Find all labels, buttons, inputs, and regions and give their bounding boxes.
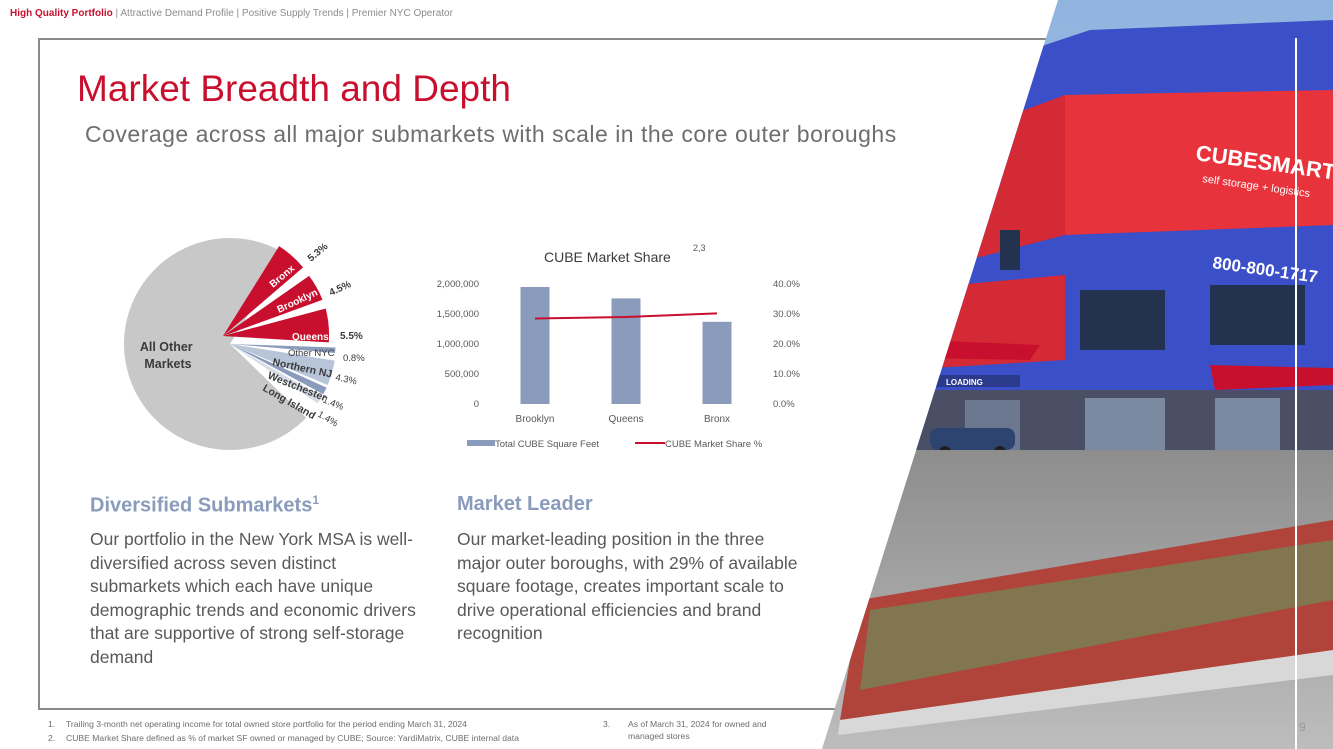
- y-right-tick-3: 30.0%: [773, 309, 800, 320]
- pie-value-northern-nj: 4.3%: [334, 372, 358, 387]
- pie-value-bronx: 5.3%: [306, 241, 331, 264]
- y-left-tick-4: 2,000,000: [437, 279, 479, 290]
- nav-active-section: High Quality Portfolio: [10, 8, 113, 19]
- y-left-tick-3: 1,500,000: [437, 309, 479, 320]
- bar-brooklyn: [520, 287, 550, 404]
- x-tick-brooklyn: Brooklyn: [516, 414, 555, 425]
- pie-value-queens: 5.5%: [340, 331, 363, 342]
- x-tick-queens: Queens: [608, 414, 643, 425]
- y-right-tick-1: 10.0%: [773, 369, 800, 380]
- bar-bronx: [702, 321, 732, 404]
- pie-label-queens: Queens: [292, 332, 329, 343]
- footnote-3: 3. As of March 31, 2024 for owned and man…: [603, 719, 803, 742]
- footnote-3-text: As of March 31, 2024 for owned and manag…: [628, 719, 767, 741]
- legend-label-line: CUBE Market Share %: [665, 439, 763, 450]
- pie-value-long-island: 1.4%: [316, 409, 341, 430]
- y-right-tick-4: 40.0%: [773, 279, 800, 290]
- page-title: Market Breadth and Depth: [77, 68, 511, 109]
- footnote-3-num: 3.: [603, 719, 611, 729]
- chart-title: CUBE Market Share: [544, 249, 671, 265]
- pie-label-other-nyc: Other NYC: [288, 348, 335, 359]
- pie-slice-other-nyc: [230, 344, 336, 353]
- y-left-tick-2: 1,000,000: [437, 339, 479, 350]
- footnote-1-num: 1.: [48, 719, 56, 729]
- chart-title-superscript: 2,3: [693, 243, 706, 253]
- footnote-2-num: 2.: [48, 733, 56, 743]
- legend-label-bars: Total CUBE Square Feet: [495, 439, 599, 450]
- chart-legend: Total CUBE Square Feet CUBE Market Share…: [467, 439, 763, 450]
- page-subtitle: Coverage across all major submarkets wit…: [85, 121, 897, 147]
- pie-slice-northern-nj: [230, 344, 335, 385]
- section-nav: High Quality Portfolio | Attractive Dema…: [10, 8, 453, 19]
- pie-center-line-2: Markets: [144, 357, 191, 371]
- pie-slice-westchester: [230, 344, 327, 395]
- footnote-1: 1. Trailing 3-month net operating income …: [48, 719, 608, 731]
- market-share-chart: CUBE Market Share 2,3 0 500,000 1,000,00…: [437, 243, 801, 450]
- y-left-tick-1: 500,000: [445, 369, 479, 380]
- diversified-heading-sup: 1: [312, 493, 320, 507]
- diversified-body: Our portfolio in the New York MSA is wel…: [90, 529, 416, 667]
- nav-other-sections: | Attractive Demand Profile | Positive S…: [112, 8, 453, 19]
- pie-slice-brooklyn: [223, 275, 323, 336]
- pie-value-brooklyn: 4.5%: [328, 279, 353, 299]
- y-right-tick-0: 0.0%: [773, 399, 795, 410]
- pie-slice-queens: [223, 308, 330, 343]
- pie-value-other-nyc: 0.8%: [343, 353, 365, 364]
- bar-queens: [611, 298, 641, 404]
- footnote-2-text: CUBE Market Share defined as % of market…: [66, 733, 519, 743]
- pie-center-line-1: All Other: [140, 340, 193, 354]
- pie-slice-bronx: [223, 246, 304, 336]
- pie-slice-long-island: [230, 344, 322, 404]
- submarket-pie-chart: All Other Markets Bronx 5.3% Brooklyn 4.…: [123, 238, 365, 451]
- diversified-heading-text: Diversified Submarkets: [90, 494, 313, 517]
- footnote-1-text: Trailing 3-month net operating income fo…: [66, 719, 467, 729]
- x-tick-bronx: Bronx: [704, 414, 730, 425]
- footnote-2: 2. CUBE Market Share defined as % of mark…: [48, 733, 608, 745]
- pie-center-label: All Other Markets: [140, 340, 196, 371]
- market-share-line: [534, 312, 718, 320]
- market-leader-heading: Market Leader: [457, 493, 593, 515]
- diversified-heading: Diversified Submarkets1: [90, 493, 319, 518]
- market-leader-body: Our market-leading position in the three…: [457, 529, 798, 643]
- y-left-tick-0: 0: [474, 399, 479, 410]
- legend-swatch-bars: [467, 440, 495, 446]
- y-right-tick-2: 20.0%: [773, 339, 800, 350]
- page-number: 9: [1299, 720, 1306, 734]
